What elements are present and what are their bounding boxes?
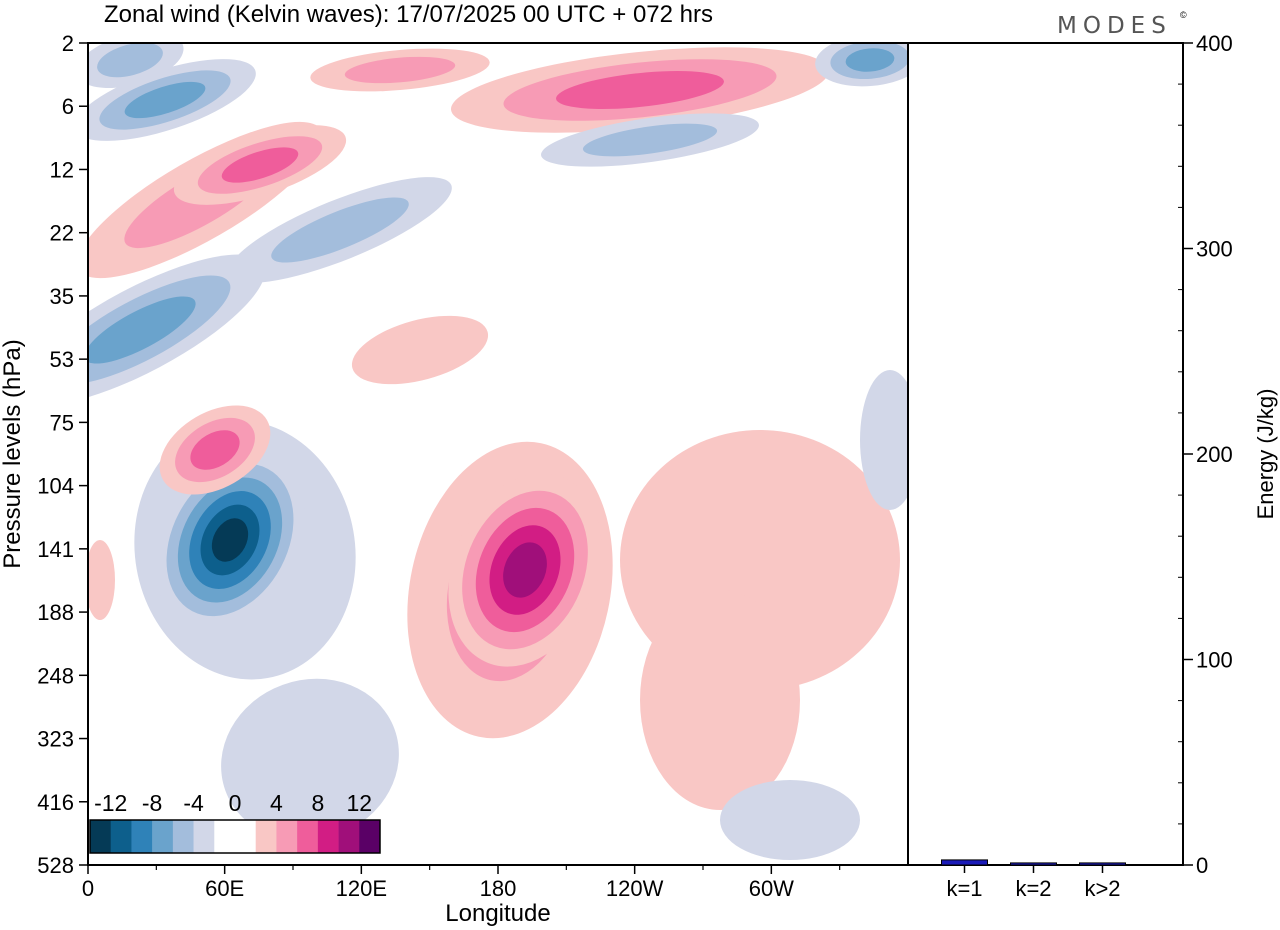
chart-title: Zonal wind (Kelvin waves): 17/07/2025 00…: [104, 1, 713, 28]
bar-category-label: k>2: [1084, 876, 1120, 901]
energy-bar: [1010, 862, 1057, 866]
colorbar-label: 12: [347, 790, 373, 816]
easterly-surface-patch-level-1: [720, 780, 860, 860]
longitude-axis: 0 60E 120E 180 120W 60W: [82, 865, 841, 901]
colorbar: -12 -8 -4 0 4 8 12: [89, 790, 381, 854]
colorbar-swatch: [131, 820, 153, 853]
easterly-lower-tail-level-1: [221, 678, 399, 842]
y-tick-label: 141: [37, 537, 74, 562]
colorbar-swatch: [297, 820, 319, 853]
energy-axis: 0 100 200 300 400: [1178, 31, 1233, 878]
colorbar-label: -4: [183, 790, 204, 816]
y-tick-label: 35: [50, 284, 74, 309]
y-tick-label: 53: [50, 347, 74, 372]
colorbar-label: 8: [312, 790, 325, 816]
y-axis-label: Pressure levels (hPa): [0, 339, 26, 568]
x-tick-label: 120E: [336, 876, 387, 901]
colorbar-frame: [89, 819, 381, 854]
colorbar-swatch: [214, 820, 236, 853]
westerly-core-level-5: [503, 542, 547, 598]
energy-axis-label: Energy (J/kg): [1253, 389, 1278, 520]
easterly-patch-west-level-2: [97, 43, 163, 78]
energy-tick-label: 0: [1196, 853, 1208, 878]
strong-easterly-core-level-6: [211, 518, 249, 562]
westerly-patch-180-level-2: [344, 56, 456, 84]
y-tick-label: 22: [50, 221, 74, 246]
energy-tick-label: 300: [1196, 237, 1233, 262]
x-tick-label: 0: [82, 876, 94, 901]
y-tick-label: 188: [37, 600, 74, 625]
colorbar-swatch: [235, 820, 257, 853]
y-tick-label: 104: [37, 474, 74, 499]
colorbar-swatch: [152, 820, 174, 853]
colorbar-swatch: [193, 820, 215, 853]
upper-westerly-band-level-3: [556, 71, 724, 109]
x-tick-label: 180: [480, 876, 517, 901]
energy-bar: [1079, 862, 1126, 866]
y-tick-label: 75: [50, 410, 74, 435]
y-tick-label: 323: [37, 727, 74, 752]
y-tick-label: 6: [62, 94, 74, 119]
westerly-edge-patch-level-1: [88, 540, 115, 620]
colorbar-swatch: [255, 820, 277, 853]
x-axis-label: Longitude: [445, 900, 550, 927]
colorbar-label: -8: [142, 790, 162, 816]
colorbar-swatch: [338, 820, 360, 853]
colorbar-swatch: [317, 820, 339, 853]
easterly-patch-east-level-3: [845, 48, 895, 72]
y-tick-label: 248: [37, 663, 74, 688]
colorbar-label: 0: [229, 790, 242, 816]
energy-bars: k=1 k=2 k>2: [941, 859, 1126, 901]
westerly-lower-east-level-1: [640, 590, 800, 810]
easterly-band-120e-level-2: [271, 197, 409, 263]
pressure-axis: 2 6 12 22 35 53 75 104 141 188 248 323 416 528: [37, 31, 88, 878]
westerly-patch-75hpa-level-3: [190, 430, 240, 470]
heatmap-panel: [87, 42, 909, 866]
energy-tick-label: 200: [1196, 442, 1233, 467]
bar-category-label: k=1: [946, 876, 982, 901]
colorbar-swatch: [276, 820, 298, 853]
upper-easterly-band-west-level-3: [124, 81, 206, 119]
copyright-mark: ©: [1180, 10, 1187, 20]
colorbar-label: 4: [270, 790, 283, 816]
energy-tick-label: 400: [1196, 31, 1233, 56]
y-tick-label: 528: [37, 853, 74, 878]
y-tick-label: 416: [37, 790, 74, 815]
modes-brand: MODES: [1057, 13, 1172, 39]
easterly-band-120w-level-2: [582, 123, 718, 157]
colorbar-swatch: [172, 820, 194, 853]
wind-field: [88, 43, 908, 860]
colorbar-swatch: [359, 820, 381, 853]
energy-tick-label: 100: [1196, 648, 1233, 673]
energy-bar: [941, 859, 988, 866]
bar-category-label: k=2: [1015, 876, 1051, 901]
y-tick-label: 12: [50, 158, 74, 183]
x-tick-label: 60E: [205, 876, 244, 901]
westerly-band-60e-level-3: [221, 147, 299, 183]
colorbar-swatch: [90, 820, 112, 853]
x-tick-label: 60W: [749, 876, 794, 901]
colorbar-swatch: [110, 820, 132, 853]
middle-easterly-band-level-3: [88, 296, 196, 364]
energy-panel: k=1 k=2 k>2 0 100 200 300 400: [907, 31, 1233, 901]
x-tick-label: 120W: [606, 876, 664, 901]
easterly-edge-patch-level-1: [860, 370, 908, 510]
westerly-patch-mid-level-1: [351, 315, 489, 385]
y-tick-label: 2: [62, 31, 74, 56]
colorbar-label: -12: [94, 790, 127, 816]
